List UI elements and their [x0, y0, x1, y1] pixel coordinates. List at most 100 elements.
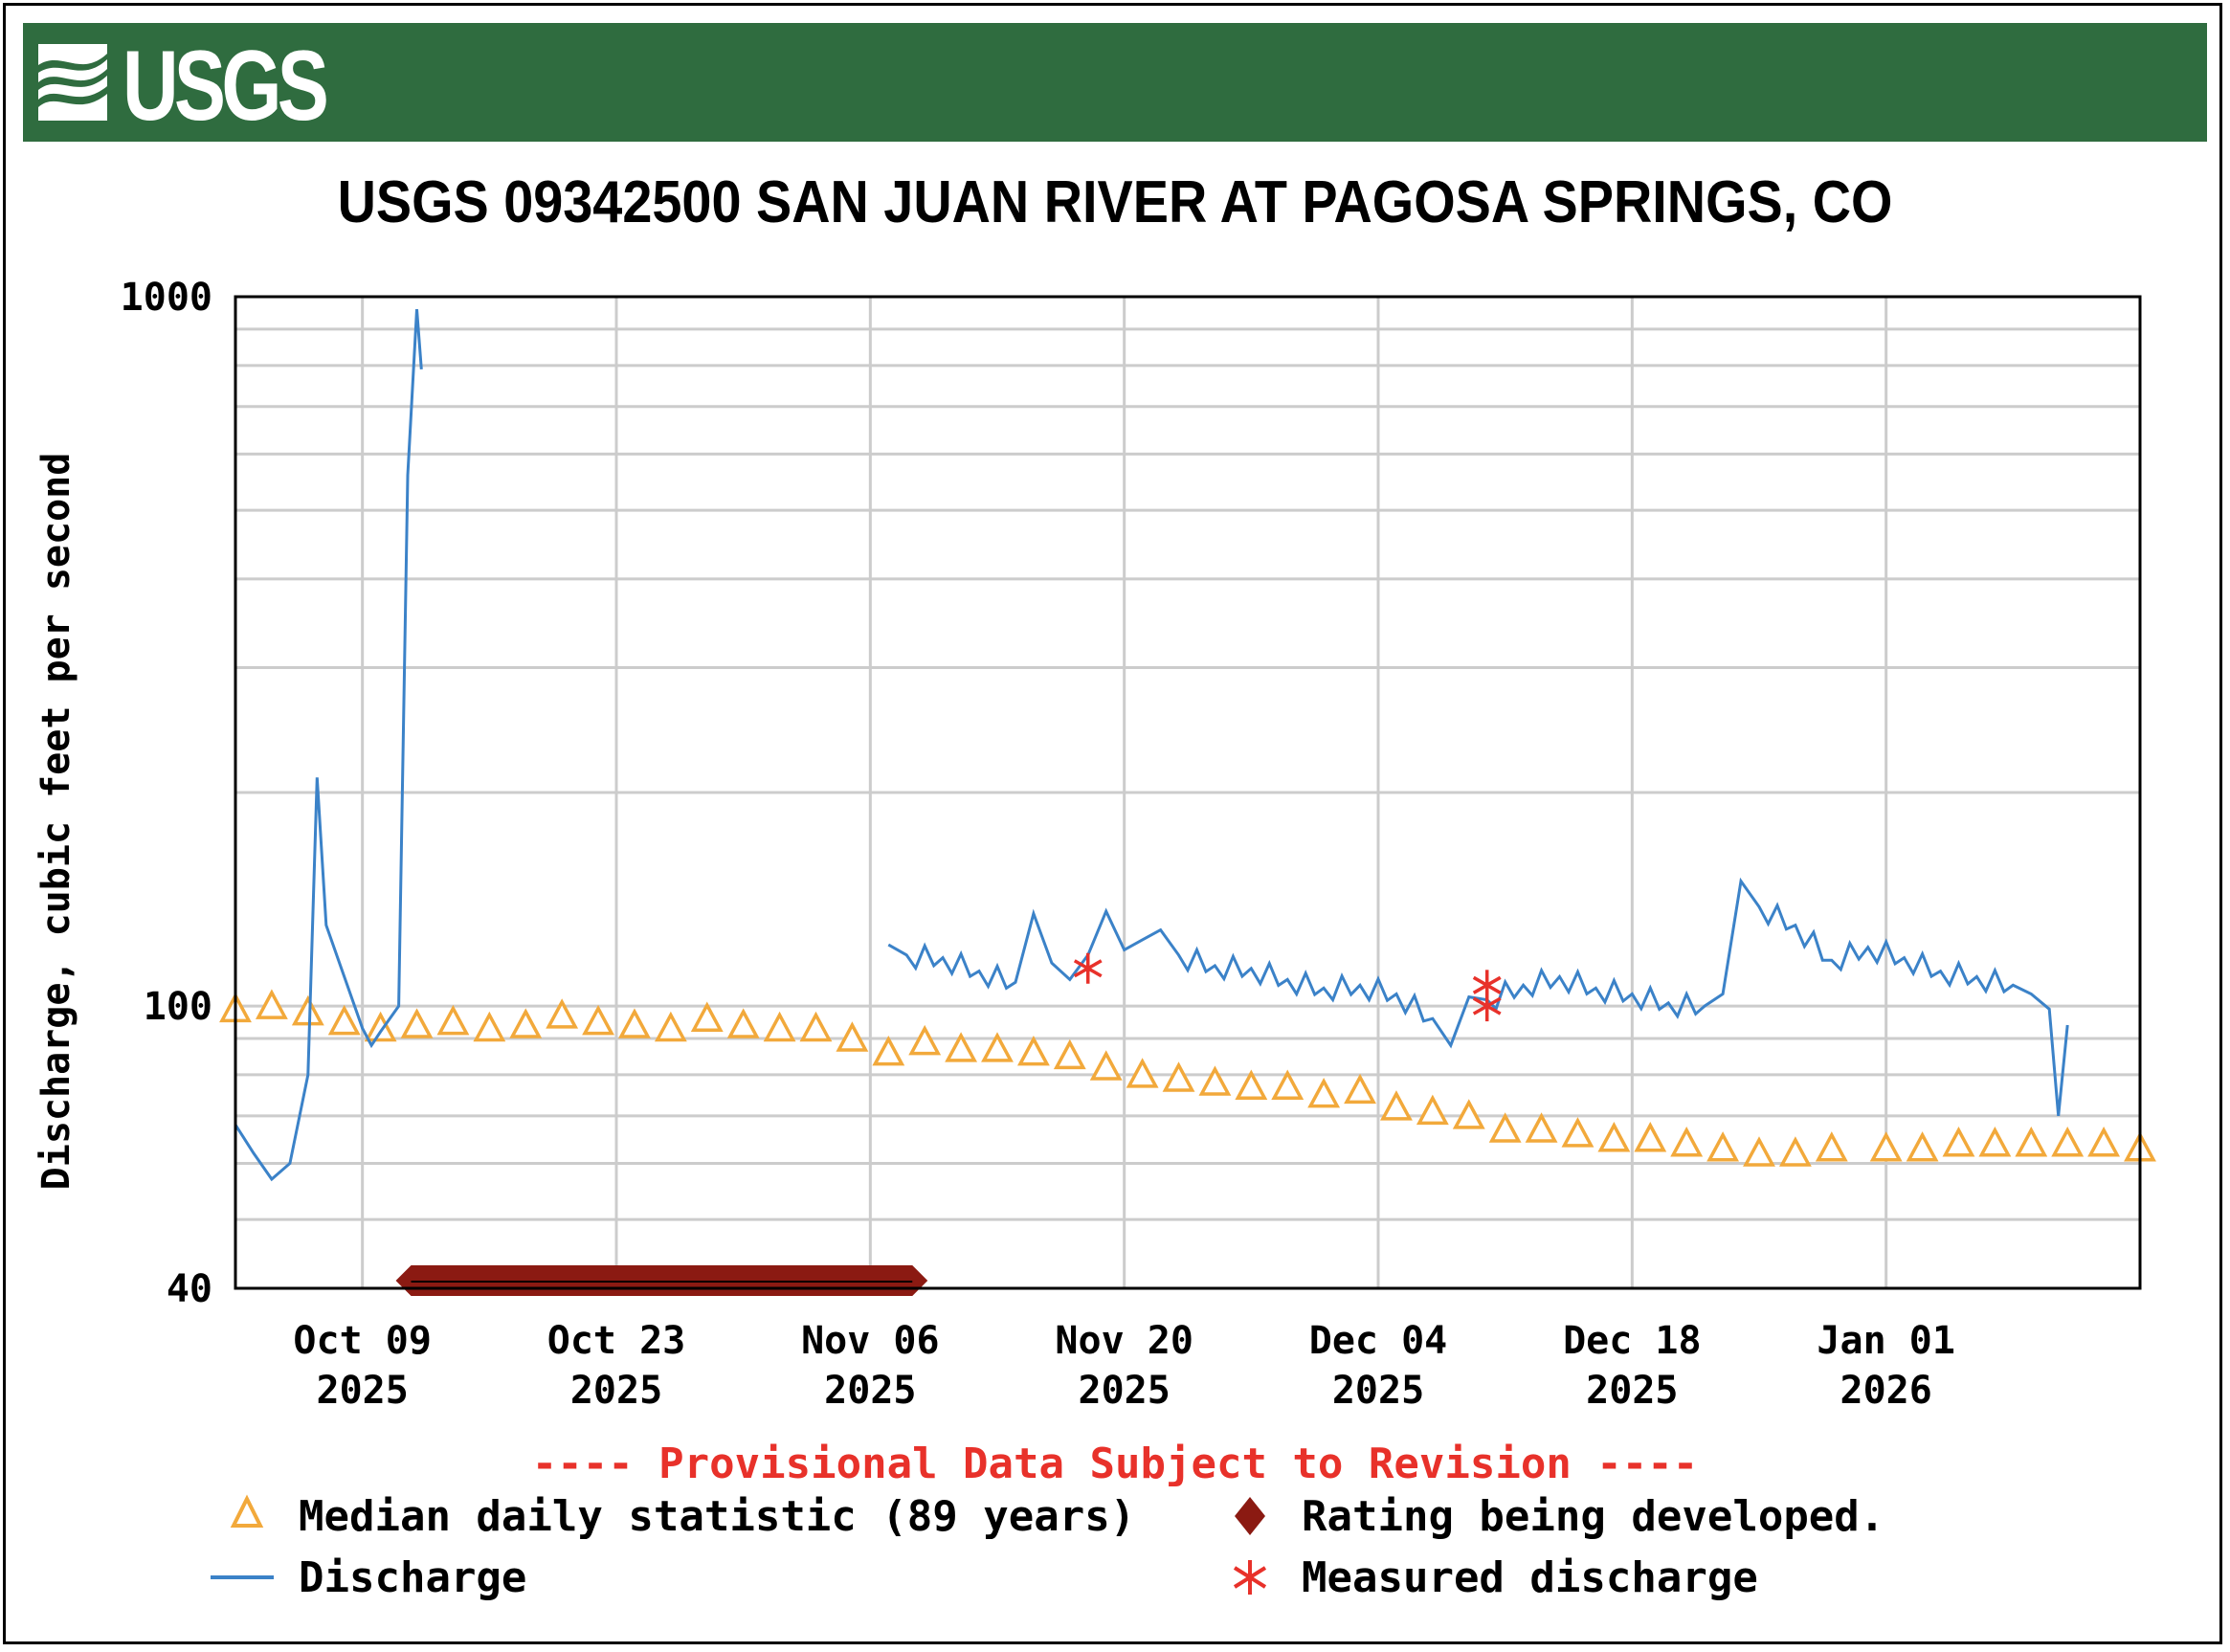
median-point [1162, 1061, 1195, 1092]
usgs-header-bar: USGS [23, 23, 2207, 142]
median-point [763, 1011, 796, 1042]
median-point [509, 1008, 543, 1038]
x-tick-label-year: 2026 [1840, 1369, 1932, 1413]
usgs-wave-icon [38, 44, 107, 121]
asterisk-icon [1233, 1560, 1267, 1595]
median-point [1778, 1136, 1812, 1167]
triangle-icon [230, 1494, 264, 1528]
median-point [2015, 1127, 2048, 1157]
x-tick-labels: Oct 09 2025 Oct 23 2025 Nov 06 2025 Nov 20 2025… [293, 1319, 1955, 1413]
median-point [1307, 1077, 1341, 1108]
median-point [582, 1004, 614, 1036]
x-tick-label-month: Oct 09 [293, 1319, 432, 1363]
x-tick-label-year: 2025 [570, 1369, 662, 1413]
median-point [1089, 1050, 1123, 1081]
median-point [690, 1001, 724, 1032]
median-point [1670, 1127, 1704, 1157]
measured-point [1472, 991, 1502, 1022]
median-point [1706, 1131, 1740, 1162]
grid-lines [235, 297, 2140, 1288]
median-point [1869, 1131, 1903, 1162]
y-tick-labels: 1000 100 40 [121, 276, 212, 1311]
median-point [1380, 1090, 1413, 1121]
median-point [618, 1008, 651, 1038]
asterisk-stroke [1073, 959, 1103, 978]
median-point [400, 1008, 434, 1038]
median-point [1743, 1136, 1775, 1167]
median-series [219, 989, 2156, 1167]
median-point [1198, 1065, 1232, 1096]
median-point [1488, 1112, 1522, 1143]
legend-measured-label: Measured discharge [1302, 1552, 1758, 1602]
x-tick-label-year: 2025 [1079, 1369, 1171, 1413]
rating-bar-layer [395, 1265, 928, 1296]
x-tick-label-year: 2025 [317, 1369, 409, 1413]
median-point [1452, 1099, 1485, 1129]
median-point [1942, 1127, 1975, 1157]
median-point [1126, 1058, 1159, 1088]
median-point [981, 1032, 1014, 1062]
line-icon [211, 1575, 274, 1579]
median-point [327, 1004, 361, 1036]
x-tick-label-month: Dec 04 [1309, 1319, 1448, 1363]
legend-discharge-label: Discharge [299, 1552, 527, 1602]
x-tick-label-year: 2025 [1586, 1369, 1678, 1413]
usgs-logo: USGS [38, 31, 364, 142]
usgs-logo-text: USGS [123, 31, 329, 142]
x-tick-label-month: Jan 01 [1817, 1319, 1955, 1363]
median-point [1053, 1038, 1086, 1070]
median-point [546, 998, 579, 1029]
y-tick-label: 100 [144, 985, 212, 1029]
median-point [291, 994, 324, 1026]
y-tick-label: 1000 [121, 276, 212, 320]
median-point [726, 1008, 760, 1038]
median-point [1525, 1112, 1558, 1143]
median-point [945, 1032, 978, 1062]
x-tick-label-year: 2025 [1332, 1369, 1424, 1413]
legend-rating: Rating being developed. [1212, 1491, 1884, 1541]
median-point [908, 1024, 942, 1056]
median-point [1016, 1035, 1050, 1066]
median-point [1344, 1073, 1376, 1105]
x-tick-label-year: 2025 [824, 1369, 916, 1413]
measured-point [1073, 952, 1103, 984]
legend-discharge: Discharge [209, 1552, 526, 1602]
legend-measured: Measured discharge [1212, 1552, 1758, 1602]
legend-rating-label: Rating being developed. [1302, 1491, 1885, 1541]
x-tick-label-month: Dec 18 [1563, 1319, 1702, 1363]
diamond-icon [1235, 1497, 1265, 1535]
median-point [1416, 1094, 1449, 1126]
measured-series [1073, 952, 1502, 1022]
median-point [473, 1011, 506, 1042]
x-tick-label-month: Oct 23 [547, 1319, 686, 1363]
median-point [1978, 1127, 2012, 1157]
chart-title: USGS 09342500 SAN JUAN RIVER AT PAGOSA S… [337, 169, 1893, 235]
median-point [2087, 1127, 2121, 1157]
median-point [255, 989, 288, 1019]
chart-frame [3, 3, 2222, 1644]
provisional-note: ---- Provisional Data Subject to Revisio… [531, 1440, 1699, 1488]
median-point [1271, 1069, 1305, 1100]
plot-border [234, 295, 2142, 1290]
asterisk-stroke [1472, 996, 1502, 1016]
discharge-line [234, 308, 2069, 1182]
median-point [1906, 1131, 1939, 1162]
y-tick-label: 40 [167, 1267, 212, 1311]
median-point [2051, 1127, 2085, 1157]
median-point [1561, 1117, 1594, 1148]
x-tick-label-month: Nov 20 [1055, 1319, 1193, 1363]
median-point [799, 1011, 833, 1042]
legend-median-label: Median daily statistic (89 years) [299, 1491, 1136, 1541]
median-point [872, 1035, 905, 1066]
x-tick-label-month: Nov 06 [801, 1319, 940, 1363]
median-point [836, 1021, 869, 1052]
median-point [436, 1004, 470, 1036]
median-point [654, 1011, 687, 1042]
median-point [1634, 1122, 1667, 1152]
median-point [1235, 1069, 1268, 1100]
median-point [1815, 1131, 1848, 1162]
median-point [1597, 1122, 1631, 1152]
y-axis-label: Discharge, cubic feet per second [34, 453, 78, 1191]
legend-median: Median daily statistic (89 years) [209, 1491, 1135, 1541]
